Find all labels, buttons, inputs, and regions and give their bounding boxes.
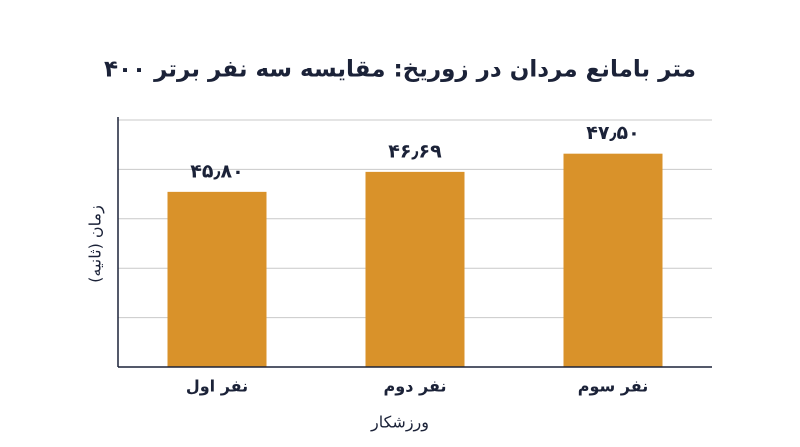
bar	[563, 153, 663, 367]
value-label: ۴۷٫۵۰	[586, 122, 639, 144]
x-axis-label: ورزشکار	[370, 413, 429, 433]
x-tick-label: نفر دوم	[384, 377, 447, 396]
value-label: ۴۵٫۸۰	[190, 160, 243, 182]
bar	[365, 171, 465, 367]
y-axis-label: زمان (ثانیه)	[86, 205, 106, 283]
x-tick-label: نفر سوم	[578, 377, 649, 396]
bar	[167, 191, 267, 367]
value-label: ۴۶٫۶۹	[388, 140, 442, 162]
x-tick-label: نفر اول	[186, 377, 248, 396]
chart-title: ۴۰۰ متر بامانع مردان در زوریخ: مقایسه سه…	[104, 57, 696, 83]
